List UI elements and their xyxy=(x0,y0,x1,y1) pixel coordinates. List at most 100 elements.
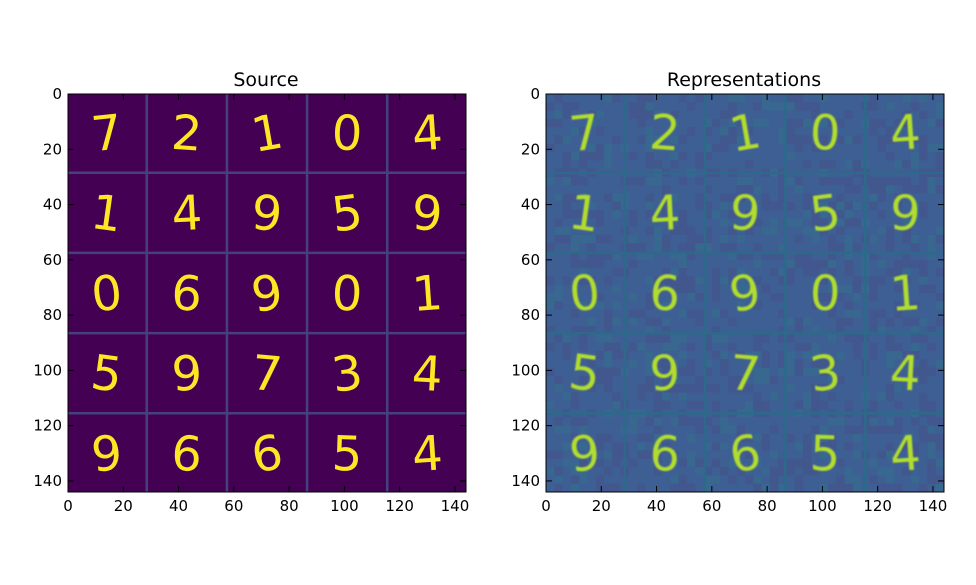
noise-pixel xyxy=(670,251,679,260)
noise-pixel xyxy=(927,442,936,451)
noise-pixel xyxy=(604,483,613,492)
noise-pixel xyxy=(720,417,729,426)
noise-pixel xyxy=(761,94,770,103)
noise-pixel xyxy=(662,384,671,393)
noise-pixel xyxy=(653,359,663,368)
noise-pixel xyxy=(604,433,613,443)
noise-pixel xyxy=(919,259,928,269)
noise-pixel xyxy=(935,433,944,443)
noise-pixel xyxy=(794,342,804,352)
noise-pixel xyxy=(786,102,795,111)
noise-pixel xyxy=(703,384,712,393)
noise-pixel xyxy=(595,293,605,302)
noise-pixel xyxy=(769,450,779,459)
noise-pixel xyxy=(595,433,605,443)
noise-pixel xyxy=(670,475,679,484)
noise-pixel xyxy=(645,143,654,153)
noise-pixel xyxy=(703,334,712,343)
noise-pixel xyxy=(902,251,911,260)
noise-pixel xyxy=(819,450,828,459)
noise-pixel xyxy=(670,118,679,128)
noise-pixel xyxy=(579,234,588,244)
noise-pixel xyxy=(728,193,737,202)
noise-pixel xyxy=(745,351,754,360)
noise-pixel xyxy=(604,251,613,260)
noise-pixel xyxy=(786,176,795,186)
noise-pixel xyxy=(844,425,853,434)
noise-pixel xyxy=(570,251,580,260)
noise-pixel xyxy=(778,243,787,252)
noise-pixel xyxy=(927,243,936,252)
noise-pixel xyxy=(653,243,663,252)
noise-pixel xyxy=(877,143,886,153)
noise-pixel xyxy=(579,425,588,434)
noise-pixel xyxy=(678,384,687,393)
noise-pixel xyxy=(703,185,712,194)
noise-pixel xyxy=(736,94,745,103)
noise-pixel xyxy=(728,342,737,352)
noise-pixel xyxy=(844,234,853,244)
source-digit-tile: 4 xyxy=(170,185,203,243)
noise-pixel xyxy=(595,475,605,484)
noise-pixel xyxy=(761,118,770,128)
noise-pixel xyxy=(678,475,687,484)
noise-pixel xyxy=(885,135,895,144)
noise-pixel xyxy=(686,243,696,252)
noise-pixel xyxy=(736,135,745,144)
noise-pixel xyxy=(786,94,795,103)
noise-pixel xyxy=(819,425,828,434)
noise-pixel xyxy=(919,201,928,211)
noise-pixel xyxy=(720,143,729,153)
noise-pixel xyxy=(678,351,687,360)
noise-pixel xyxy=(711,326,721,335)
noise-pixel xyxy=(910,326,920,335)
noise-pixel xyxy=(761,433,770,443)
noise-pixel xyxy=(885,442,895,451)
noise-pixel xyxy=(885,243,895,252)
noise-pixel xyxy=(852,276,862,285)
noise-pixel xyxy=(902,118,911,128)
noise-pixel xyxy=(836,475,845,484)
noise-pixel xyxy=(720,425,729,434)
noise-pixel xyxy=(803,458,812,468)
noise-pixel xyxy=(686,367,696,376)
noise-pixel xyxy=(919,110,928,119)
noise-pixel xyxy=(612,284,621,293)
noise-pixel xyxy=(769,475,779,484)
noise-pixel xyxy=(662,342,671,352)
representations-digit-tile: 1 xyxy=(888,265,922,323)
noise-pixel xyxy=(778,127,787,136)
noise-pixel xyxy=(720,309,729,318)
noise-pixel xyxy=(836,118,845,128)
noise-pixel xyxy=(877,135,886,144)
noise-pixel xyxy=(927,433,936,443)
noise-pixel xyxy=(869,193,878,202)
source-digit-tile: 4 xyxy=(411,345,444,403)
noise-pixel xyxy=(761,367,770,376)
noise-pixel xyxy=(919,185,928,194)
noise-pixel xyxy=(786,367,795,376)
noise-pixel xyxy=(869,176,878,186)
noise-pixel xyxy=(919,367,928,376)
noise-pixel xyxy=(927,425,936,434)
source-x-tick-label: 20 xyxy=(114,497,133,515)
noise-pixel xyxy=(778,193,787,202)
noise-pixel xyxy=(645,135,654,144)
noise-pixel xyxy=(728,226,737,235)
noise-pixel xyxy=(852,475,862,484)
noise-pixel xyxy=(885,127,895,136)
noise-pixel xyxy=(745,176,754,186)
noise-pixel xyxy=(736,433,745,443)
noise-pixel xyxy=(786,135,795,144)
noise-pixel xyxy=(595,483,605,492)
noise-pixel xyxy=(794,326,804,335)
noise-pixel xyxy=(728,384,737,393)
noise-pixel xyxy=(736,425,745,434)
noise-pixel xyxy=(604,334,613,343)
noise-pixel xyxy=(678,284,687,293)
noise-pixel xyxy=(686,359,696,368)
noise-pixel xyxy=(919,152,928,161)
noise-pixel xyxy=(902,317,911,327)
noise-pixel xyxy=(869,458,878,468)
noise-pixel xyxy=(653,442,663,451)
